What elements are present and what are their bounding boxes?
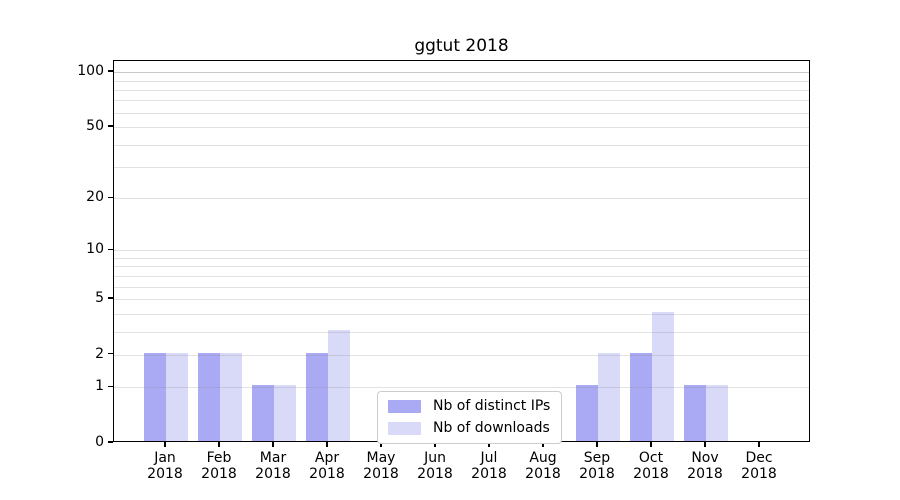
x-tick-mark [650, 442, 652, 447]
x-tick-label-dec: Dec 2018 [741, 450, 777, 482]
legend-label-downloads: Nb of downloads [433, 420, 550, 436]
legend-item-downloads: Nb of downloads [388, 421, 550, 436]
legend-swatch-downloads-icon [388, 422, 421, 435]
y-tick-label-50: 50 [86, 118, 104, 135]
y-tick-mark [108, 441, 113, 443]
x-tick-mark [704, 442, 706, 447]
x-tick-label-aug: Aug 2018 [525, 450, 561, 482]
bar-distinct-ips-nov [684, 385, 706, 441]
y-tick-label-2: 2 [95, 345, 104, 362]
bar-downloads-nov [706, 385, 728, 441]
y-tick-label-1: 1 [95, 378, 104, 395]
bar-downloads-oct [652, 311, 674, 441]
y-tick-mark [108, 248, 113, 250]
x-tick-label-jul: Jul 2018 [471, 450, 507, 482]
x-tick-label-mar: Mar 2018 [255, 450, 291, 482]
bar-distinct-ips-jan [144, 352, 166, 441]
x-tick-label-jun: Jun 2018 [417, 450, 453, 482]
y-tick-label-20: 20 [86, 189, 104, 206]
x-tick-mark [434, 442, 436, 447]
bar-distinct-ips-apr [306, 352, 328, 441]
x-tick-mark [596, 442, 598, 447]
y-tick-mark [108, 297, 113, 299]
x-tick-label-may: May 2018 [363, 450, 399, 482]
bar-distinct-ips-mar [252, 385, 274, 441]
x-tick-label-oct: Oct 2018 [633, 450, 669, 482]
x-tick-mark [164, 442, 166, 447]
y-tick-mark [108, 125, 113, 127]
x-tick-mark [542, 442, 544, 447]
y-tick-label-0: 0 [95, 434, 104, 450]
y-tick-mark [108, 196, 113, 199]
x-tick-mark [218, 442, 220, 447]
chart-title: ggtut 2018 [414, 36, 509, 56]
bar-distinct-ips-feb [198, 352, 220, 441]
y-tick-mark [108, 70, 113, 72]
bar-downloads-sep [598, 352, 620, 441]
x-tick-mark [272, 442, 274, 447]
bar-downloads-feb [220, 352, 242, 441]
bar-distinct-ips-sep [576, 385, 598, 441]
y-tick-label-10: 10 [86, 241, 104, 258]
legend-swatch-distinct-ips-icon [388, 400, 421, 413]
bar-downloads-jan [166, 352, 188, 441]
bar-distinct-ips-oct [630, 352, 652, 441]
bars-layer [114, 61, 809, 441]
y-tick-label-100: 100 [77, 63, 104, 80]
legend-item-distinct-ips: Nb of distinct IPs [388, 399, 550, 414]
y-tick-label-5: 5 [95, 290, 104, 306]
legend-label-distinct-ips: Nb of distinct IPs [433, 398, 551, 414]
bar-downloads-mar [274, 385, 296, 441]
x-tick-label-nov: Nov 2018 [687, 450, 723, 482]
y-tick-mark [108, 385, 113, 387]
x-tick-label-jan: Jan 2018 [147, 450, 183, 482]
y-tick-mark [108, 353, 113, 355]
legend: Nb of distinct IPs Nb of downloads [377, 391, 563, 444]
x-tick-label-apr: Apr 2018 [309, 450, 345, 482]
x-tick-mark [326, 442, 328, 447]
x-tick-label-sep: Sep 2018 [579, 450, 615, 482]
x-tick-mark [488, 442, 490, 447]
x-tick-mark [380, 442, 382, 447]
x-tick-mark [758, 442, 760, 447]
bar-downloads-apr [328, 329, 350, 441]
plot-area [113, 60, 810, 442]
x-tick-label-feb: Feb 2018 [201, 450, 237, 482]
